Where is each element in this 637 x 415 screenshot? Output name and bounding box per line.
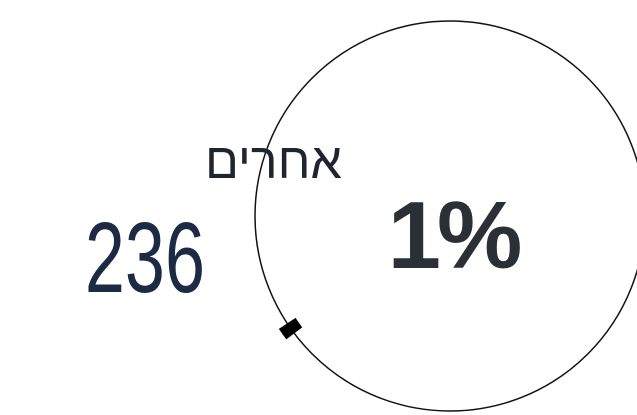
- percent-label: 1%: [388, 182, 520, 289]
- count: 236: [85, 202, 205, 313]
- category-label: אחרים: [205, 133, 342, 189]
- gauge-arc: [278, 317, 303, 340]
- gauge-ring: [254, 20, 637, 412]
